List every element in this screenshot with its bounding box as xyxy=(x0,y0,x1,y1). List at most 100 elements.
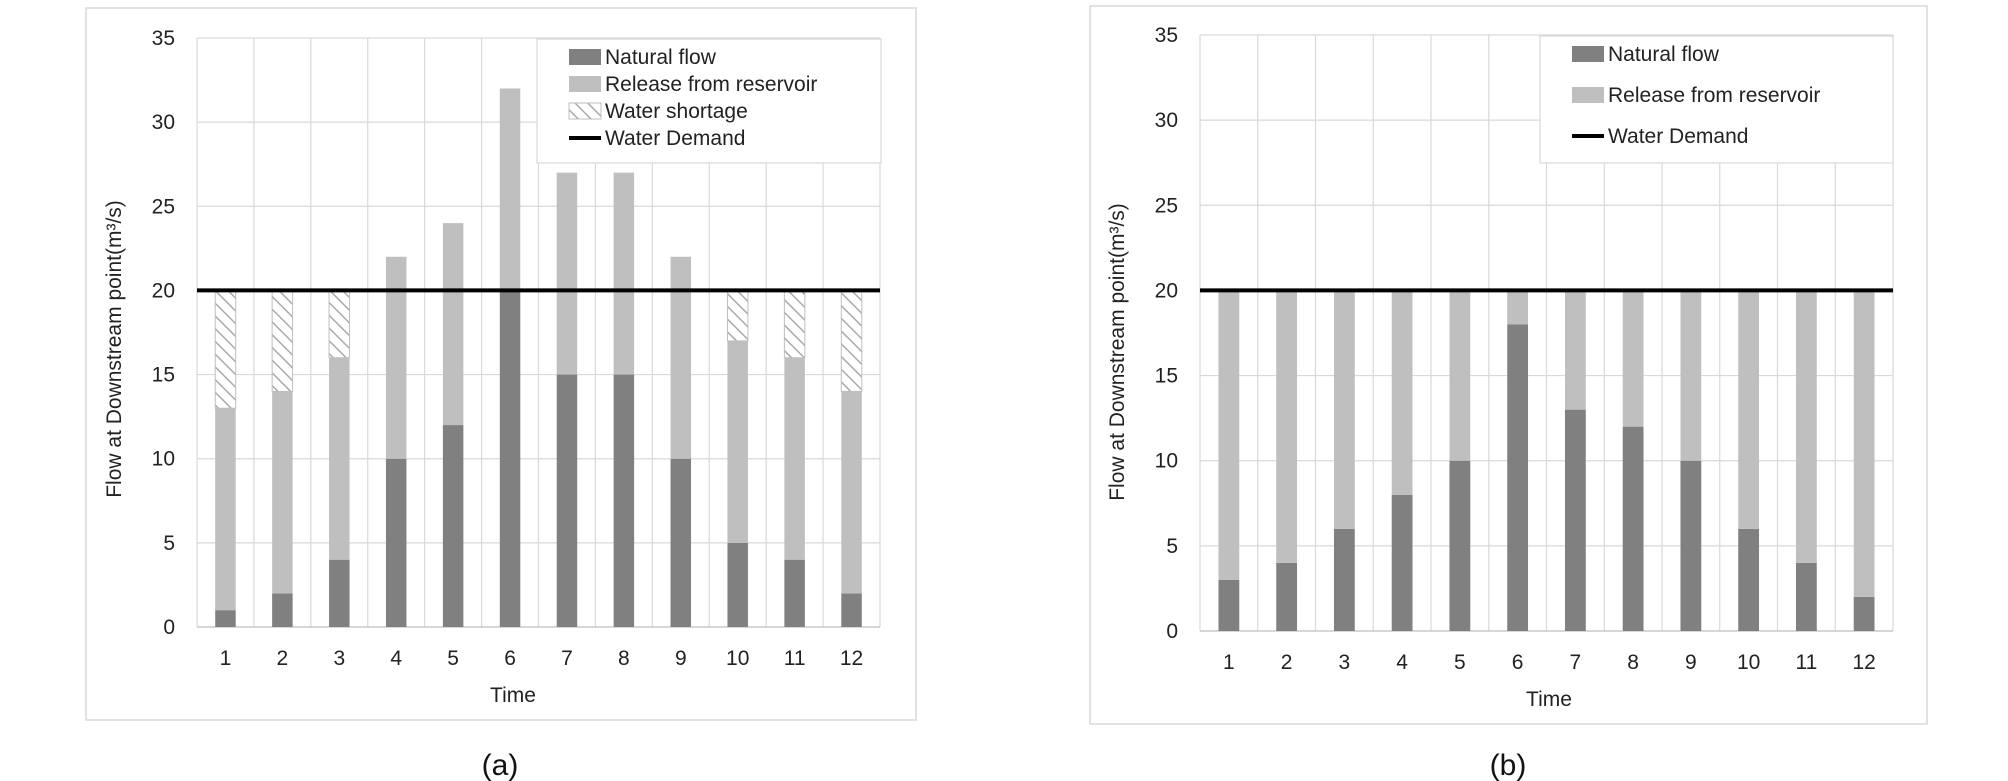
chart-a-x-axis-title: Time xyxy=(490,684,536,707)
chart-1-bar-release-from-reservoir xyxy=(1507,290,1529,325)
chart-1-bar-natural-flow xyxy=(1564,409,1586,631)
chart-b-x-axis-title: Time xyxy=(1526,688,1572,711)
chart-1-bar-natural-flow xyxy=(1276,562,1298,631)
chart-0-bar-natural-flow xyxy=(556,374,578,627)
chart-1-y-tick-label: 15 xyxy=(1155,365,1178,388)
chart-1-x-tick-label: 1 xyxy=(1223,651,1235,674)
chart-0-x-tick-label: 12 xyxy=(840,647,863,670)
chart-0-y-tick-label: 0 xyxy=(163,616,175,639)
chart-0-y-tick-label: 20 xyxy=(152,279,175,302)
chart-1-bar-natural-flow xyxy=(1738,528,1760,631)
chart-0-bar-water-shortage xyxy=(328,289,351,359)
chart-0-bar-release-from-reservoir xyxy=(784,357,805,560)
chart-0-legend-label: Natural flow xyxy=(605,46,717,69)
chart-0-bar-natural-flow xyxy=(215,610,236,627)
chart-0-y-tick-label: 35 xyxy=(152,27,175,50)
chart-1-bar-release-from-reservoir xyxy=(1680,290,1702,461)
chart-0-y-tick-label: 30 xyxy=(152,111,175,134)
chart-0-x-tick-label: 3 xyxy=(333,647,345,670)
chart-1-x-tick-label: 12 xyxy=(1852,651,1875,674)
chart-1-bar-release-from-reservoir xyxy=(1564,290,1586,410)
chart-0-x-tick-label: 10 xyxy=(726,647,749,670)
chart-1-bar-release-from-reservoir xyxy=(1333,290,1355,529)
chart-0-x-tick-label: 2 xyxy=(277,647,289,670)
chart-0-bar-natural-flow xyxy=(329,559,350,627)
chart-0-bar-water-shortage xyxy=(783,289,806,359)
chart-0-bar-water-shortage xyxy=(214,289,237,409)
chart-0-bar-natural-flow xyxy=(670,458,692,627)
chart-1-bar-natural-flow xyxy=(1218,579,1240,631)
chart-1-bar-natural-flow xyxy=(1853,596,1875,631)
chart-1-legend-label: Water Demand xyxy=(1608,125,1748,148)
panel-b-label: (b) xyxy=(1490,749,1527,781)
chart-0-x-tick-label: 6 xyxy=(504,647,516,670)
chart-0-bar-natural-flow xyxy=(727,542,748,627)
chart-0-bar-natural-flow xyxy=(841,593,862,627)
chart-0-x-tick-label: 4 xyxy=(390,647,402,670)
chart-0-y-tick-label: 5 xyxy=(163,532,175,555)
chart-1-x-tick-label: 4 xyxy=(1396,651,1408,674)
chart-0-x-tick-label: 5 xyxy=(447,647,459,670)
chart-0-bar-release-from-reservoir xyxy=(727,340,748,543)
chart-1-y-tick-label: 20 xyxy=(1155,279,1178,302)
chart-0-bar-release-from-reservoir xyxy=(841,391,862,594)
chart-1-y-tick-label: 10 xyxy=(1155,450,1178,473)
chart-1-bar-release-from-reservoir xyxy=(1853,290,1875,597)
chart-0-bar-natural-flow xyxy=(385,458,407,627)
chart-0-bar-natural-flow xyxy=(272,593,293,627)
chart-1-y-tick-label: 0 xyxy=(1166,620,1178,643)
chart-0-bar-release-from-reservoir xyxy=(613,172,635,375)
chart-0-legend-label: Water Demand xyxy=(605,127,745,150)
chart-0-bar-release-from-reservoir xyxy=(215,408,236,611)
chart-0-x-tick-label: 8 xyxy=(618,647,630,670)
chart-1-bar-release-from-reservoir xyxy=(1795,290,1817,563)
chart-1-y-tick-label: 25 xyxy=(1155,194,1178,217)
chart-0-bar-water-shortage xyxy=(840,289,863,392)
chart-1-bar-natural-flow xyxy=(1680,460,1702,631)
chart-1-bar-release-from-reservoir xyxy=(1738,290,1760,529)
chart-1-y-tick-label: 30 xyxy=(1155,109,1178,132)
chart-0-legend-swatch xyxy=(569,49,601,65)
chart-0-legend-swatch xyxy=(569,76,601,92)
chart-0-bar-natural-flow xyxy=(613,374,635,627)
chart-0-bar-natural-flow xyxy=(442,425,464,627)
chart-0-bar-natural-flow xyxy=(499,290,521,627)
chart-0-bar-release-from-reservoir xyxy=(670,256,692,459)
chart-1-bar-natural-flow xyxy=(1449,460,1471,631)
panel-a-label: (a) xyxy=(482,749,519,781)
chart-1-x-tick-label: 9 xyxy=(1685,651,1697,674)
chart-0-y-tick-label: 10 xyxy=(152,448,175,471)
chart-1-x-tick-label: 8 xyxy=(1627,651,1639,674)
chart-1-x-tick-label: 2 xyxy=(1281,651,1293,674)
chart-0-bar-release-from-reservoir xyxy=(329,357,350,560)
chart-0-legend-swatch xyxy=(568,102,602,120)
chart-1-x-tick-label: 11 xyxy=(1795,651,1817,674)
chart-1-bar-natural-flow xyxy=(1795,562,1817,631)
chart-0-bar-water-shortage xyxy=(271,289,294,392)
chart-a-y-axis-title: Flow at Downstream point(m³/s) xyxy=(103,200,126,498)
chart-b-y-axis-title: Flow at Downstream point(m³/s) xyxy=(1106,203,1129,501)
chart-0-legend-label: Release from reservoir xyxy=(605,73,817,96)
chart-1-x-tick-label: 10 xyxy=(1737,651,1760,674)
chart-0-bar-release-from-reservoir xyxy=(499,88,521,291)
chart-0-legend-label: Water shortage xyxy=(605,100,748,123)
chart-0-x-tick-label: 1 xyxy=(220,647,232,670)
chart-0-y-tick-label: 15 xyxy=(152,364,175,387)
chart-1-bar-natural-flow xyxy=(1507,324,1529,631)
chart-a-legend: Natural flow Release from reservoir Water … xyxy=(536,38,882,164)
chart-1-x-tick-label: 7 xyxy=(1570,651,1582,674)
chart-1-bar-release-from-reservoir xyxy=(1391,290,1413,495)
chart-1-bar-release-from-reservoir xyxy=(1276,290,1298,563)
chart-0-bar-release-from-reservoir xyxy=(442,223,464,426)
chart-1-legend-swatch xyxy=(1572,46,1604,62)
chart-1-bar-release-from-reservoir xyxy=(1622,290,1644,427)
chart-0-bar-natural-flow xyxy=(784,559,805,627)
chart-0-bar-release-from-reservoir xyxy=(272,391,293,594)
chart-1-y-tick-label: 35 xyxy=(1155,24,1178,47)
chart-1-x-tick-label: 6 xyxy=(1512,651,1524,674)
chart-0-bar-water-shortage xyxy=(726,289,749,342)
chart-0-bar-release-from-reservoir xyxy=(385,256,407,459)
